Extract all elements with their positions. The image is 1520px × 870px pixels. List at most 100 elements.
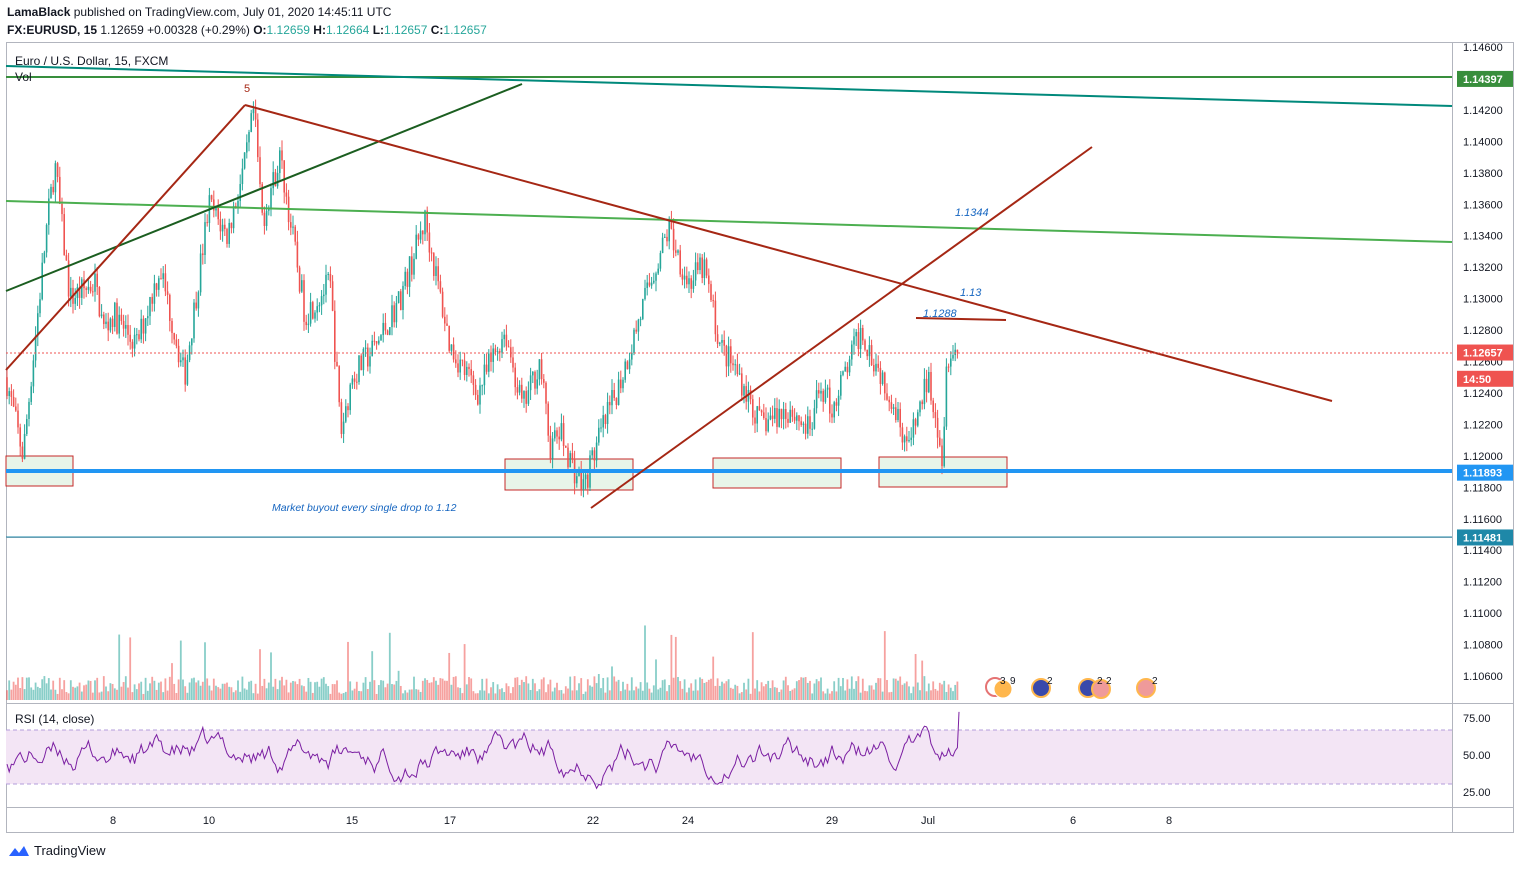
volume-bar	[952, 691, 954, 700]
low-value: 1.12657	[384, 23, 428, 37]
candle-body	[890, 402, 893, 409]
candle-body	[334, 310, 336, 362]
wave-up-line[interactable]	[5, 104, 246, 371]
volume-bar	[248, 681, 250, 700]
volume-bar	[509, 693, 512, 700]
candle-body	[584, 474, 587, 480]
candle-body	[846, 366, 849, 373]
candle-body	[730, 346, 732, 364]
candle-body	[705, 259, 708, 276]
us-event-icon[interactable]	[1091, 679, 1111, 699]
long-trendline[interactable]	[5, 65, 1453, 107]
volume-bar	[131, 692, 134, 700]
volume-bar	[784, 676, 787, 700]
volume-bar	[635, 686, 638, 700]
volume-bar	[179, 640, 182, 700]
candle-body	[378, 340, 380, 344]
candle-body	[567, 447, 569, 468]
candle-body	[670, 219, 673, 229]
volume-bar	[765, 684, 767, 700]
close-label: C:	[430, 23, 444, 37]
candle-body	[10, 391, 13, 397]
volume-bar	[331, 684, 334, 700]
tradingview-logo[interactable]: TradingView	[8, 843, 106, 858]
time-axis[interactable]: 8 10 15 17 22 24 29 Jul 6 8	[110, 815, 1172, 827]
volume-bar	[120, 686, 123, 700]
candle-body	[472, 375, 475, 385]
volume-bar	[74, 687, 77, 700]
candle-body	[835, 402, 838, 406]
wave-label: 5	[244, 83, 250, 95]
candle-body	[224, 224, 226, 230]
event-flag-icon[interactable]	[993, 679, 1013, 699]
candle-body	[815, 390, 818, 409]
price-axis[interactable]: 1.146001.144001.142001.140001.138001.136…	[1463, 42, 1503, 799]
volume-bar	[281, 676, 283, 700]
candle-body	[679, 250, 681, 275]
candle-body	[230, 222, 233, 229]
candle-body	[160, 278, 162, 280]
candle-body	[930, 371, 932, 401]
level-line-11288[interactable]	[915, 317, 1007, 321]
us-event-icon[interactable]	[1136, 678, 1156, 698]
candle-body	[505, 334, 508, 347]
candle-body	[802, 423, 805, 425]
volume-bar	[199, 685, 202, 700]
candle-body	[237, 200, 239, 208]
volume-bar	[443, 680, 446, 700]
volume-bar	[476, 693, 479, 700]
green-trendline[interactable]	[5, 200, 1453, 243]
volume-bar	[307, 677, 310, 700]
candle-body	[356, 381, 358, 383]
volume-bar	[50, 689, 52, 700]
candle-body	[186, 359, 189, 385]
volume-bar	[239, 691, 242, 700]
volume-bar	[921, 660, 924, 700]
tradingview-logo-icon	[9, 845, 29, 856]
time-tick-label: 24	[682, 815, 694, 827]
candle-body	[945, 366, 948, 427]
candle-body	[936, 417, 939, 438]
dark-green-trendline[interactable]	[5, 83, 523, 292]
candle-body	[393, 305, 395, 323]
volume-bar	[622, 681, 624, 700]
volume-bar	[597, 673, 600, 700]
eu-event-icon[interactable]	[1031, 678, 1051, 698]
volume-bar	[767, 680, 770, 700]
volume-bar	[333, 684, 336, 700]
author: LamaBlack	[7, 5, 71, 19]
volume-bar	[237, 680, 239, 700]
volume-bar	[76, 686, 79, 700]
volume-bar	[699, 677, 701, 700]
volume-bar	[912, 686, 915, 700]
volume-bar	[890, 691, 893, 700]
ascending-trendline[interactable]	[590, 146, 1093, 509]
price-axis-badge-text: 1.11893	[1463, 468, 1502, 480]
candle-body	[694, 262, 697, 281]
candle-body	[824, 389, 827, 402]
descending-trendline[interactable]	[244, 104, 1333, 402]
candle-body	[380, 335, 382, 341]
candle-body	[877, 363, 879, 368]
candle-body	[811, 428, 813, 430]
candle-body	[769, 415, 772, 420]
open-label: O:	[253, 23, 267, 37]
volume-bar	[518, 685, 521, 700]
candle-body	[342, 421, 345, 434]
volume-bar	[417, 689, 420, 700]
volume-bar	[589, 685, 591, 700]
candle-body	[659, 253, 662, 269]
candle-body	[677, 250, 679, 253]
candle-body	[479, 385, 481, 405]
volume-bar	[866, 691, 869, 700]
candle-body	[28, 401, 30, 420]
volume-bar	[94, 680, 96, 700]
volume-bar	[298, 678, 301, 700]
candle-body	[756, 406, 758, 424]
candle-body	[468, 366, 470, 370]
volume-bar	[815, 679, 818, 700]
drawings[interactable]	[5, 65, 1453, 538]
candle-body	[560, 423, 563, 440]
